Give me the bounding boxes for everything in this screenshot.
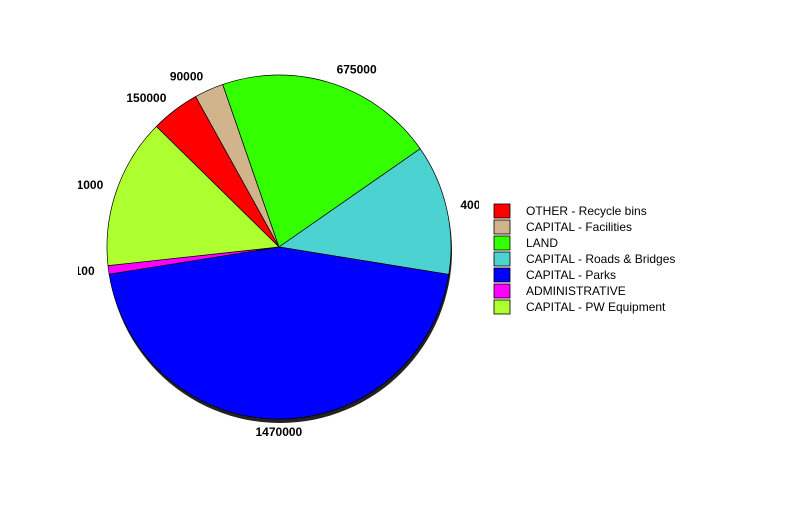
data-label: 1470000 [256, 425, 303, 439]
legend-swatch [493, 203, 511, 219]
data-label: 150000 [126, 91, 166, 105]
legend-label: CAPITAL - PW Equipment [526, 300, 666, 314]
pie-slice [222, 74, 421, 248]
legend-swatch [493, 267, 511, 283]
pie-slice [108, 246, 450, 420]
legend-label: CAPITAL - Facilities [526, 220, 632, 234]
pie-slice [106, 125, 280, 267]
data-label: 675000 [337, 62, 377, 76]
legend-swatch [493, 219, 511, 235]
legend: OTHER - Recycle bins CAPITAL - Facilities… [493, 203, 675, 315]
pie: 150000 90000 675000 400000 1470000 26100 46100… [61, 62, 500, 439]
data-label: 461000 [63, 178, 103, 192]
legend-swatch [493, 251, 511, 267]
legend-label: OTHER - Recycle bins [526, 204, 647, 218]
legend-label: CAPITAL - Parks [526, 268, 616, 282]
data-label: 400000 [460, 198, 500, 212]
data-label: 26100 [61, 264, 95, 278]
legend-label: ADMINISTRATIVE [526, 284, 626, 298]
legend-swatch [493, 299, 511, 315]
data-label: 90000 [170, 69, 204, 83]
legend-swatch [493, 235, 511, 251]
legend-label: LAND [526, 236, 558, 250]
pie-slice [278, 148, 452, 275]
legend-swatch [493, 283, 511, 299]
legend-label: CAPITAL - Roads & Bridges [526, 252, 675, 266]
